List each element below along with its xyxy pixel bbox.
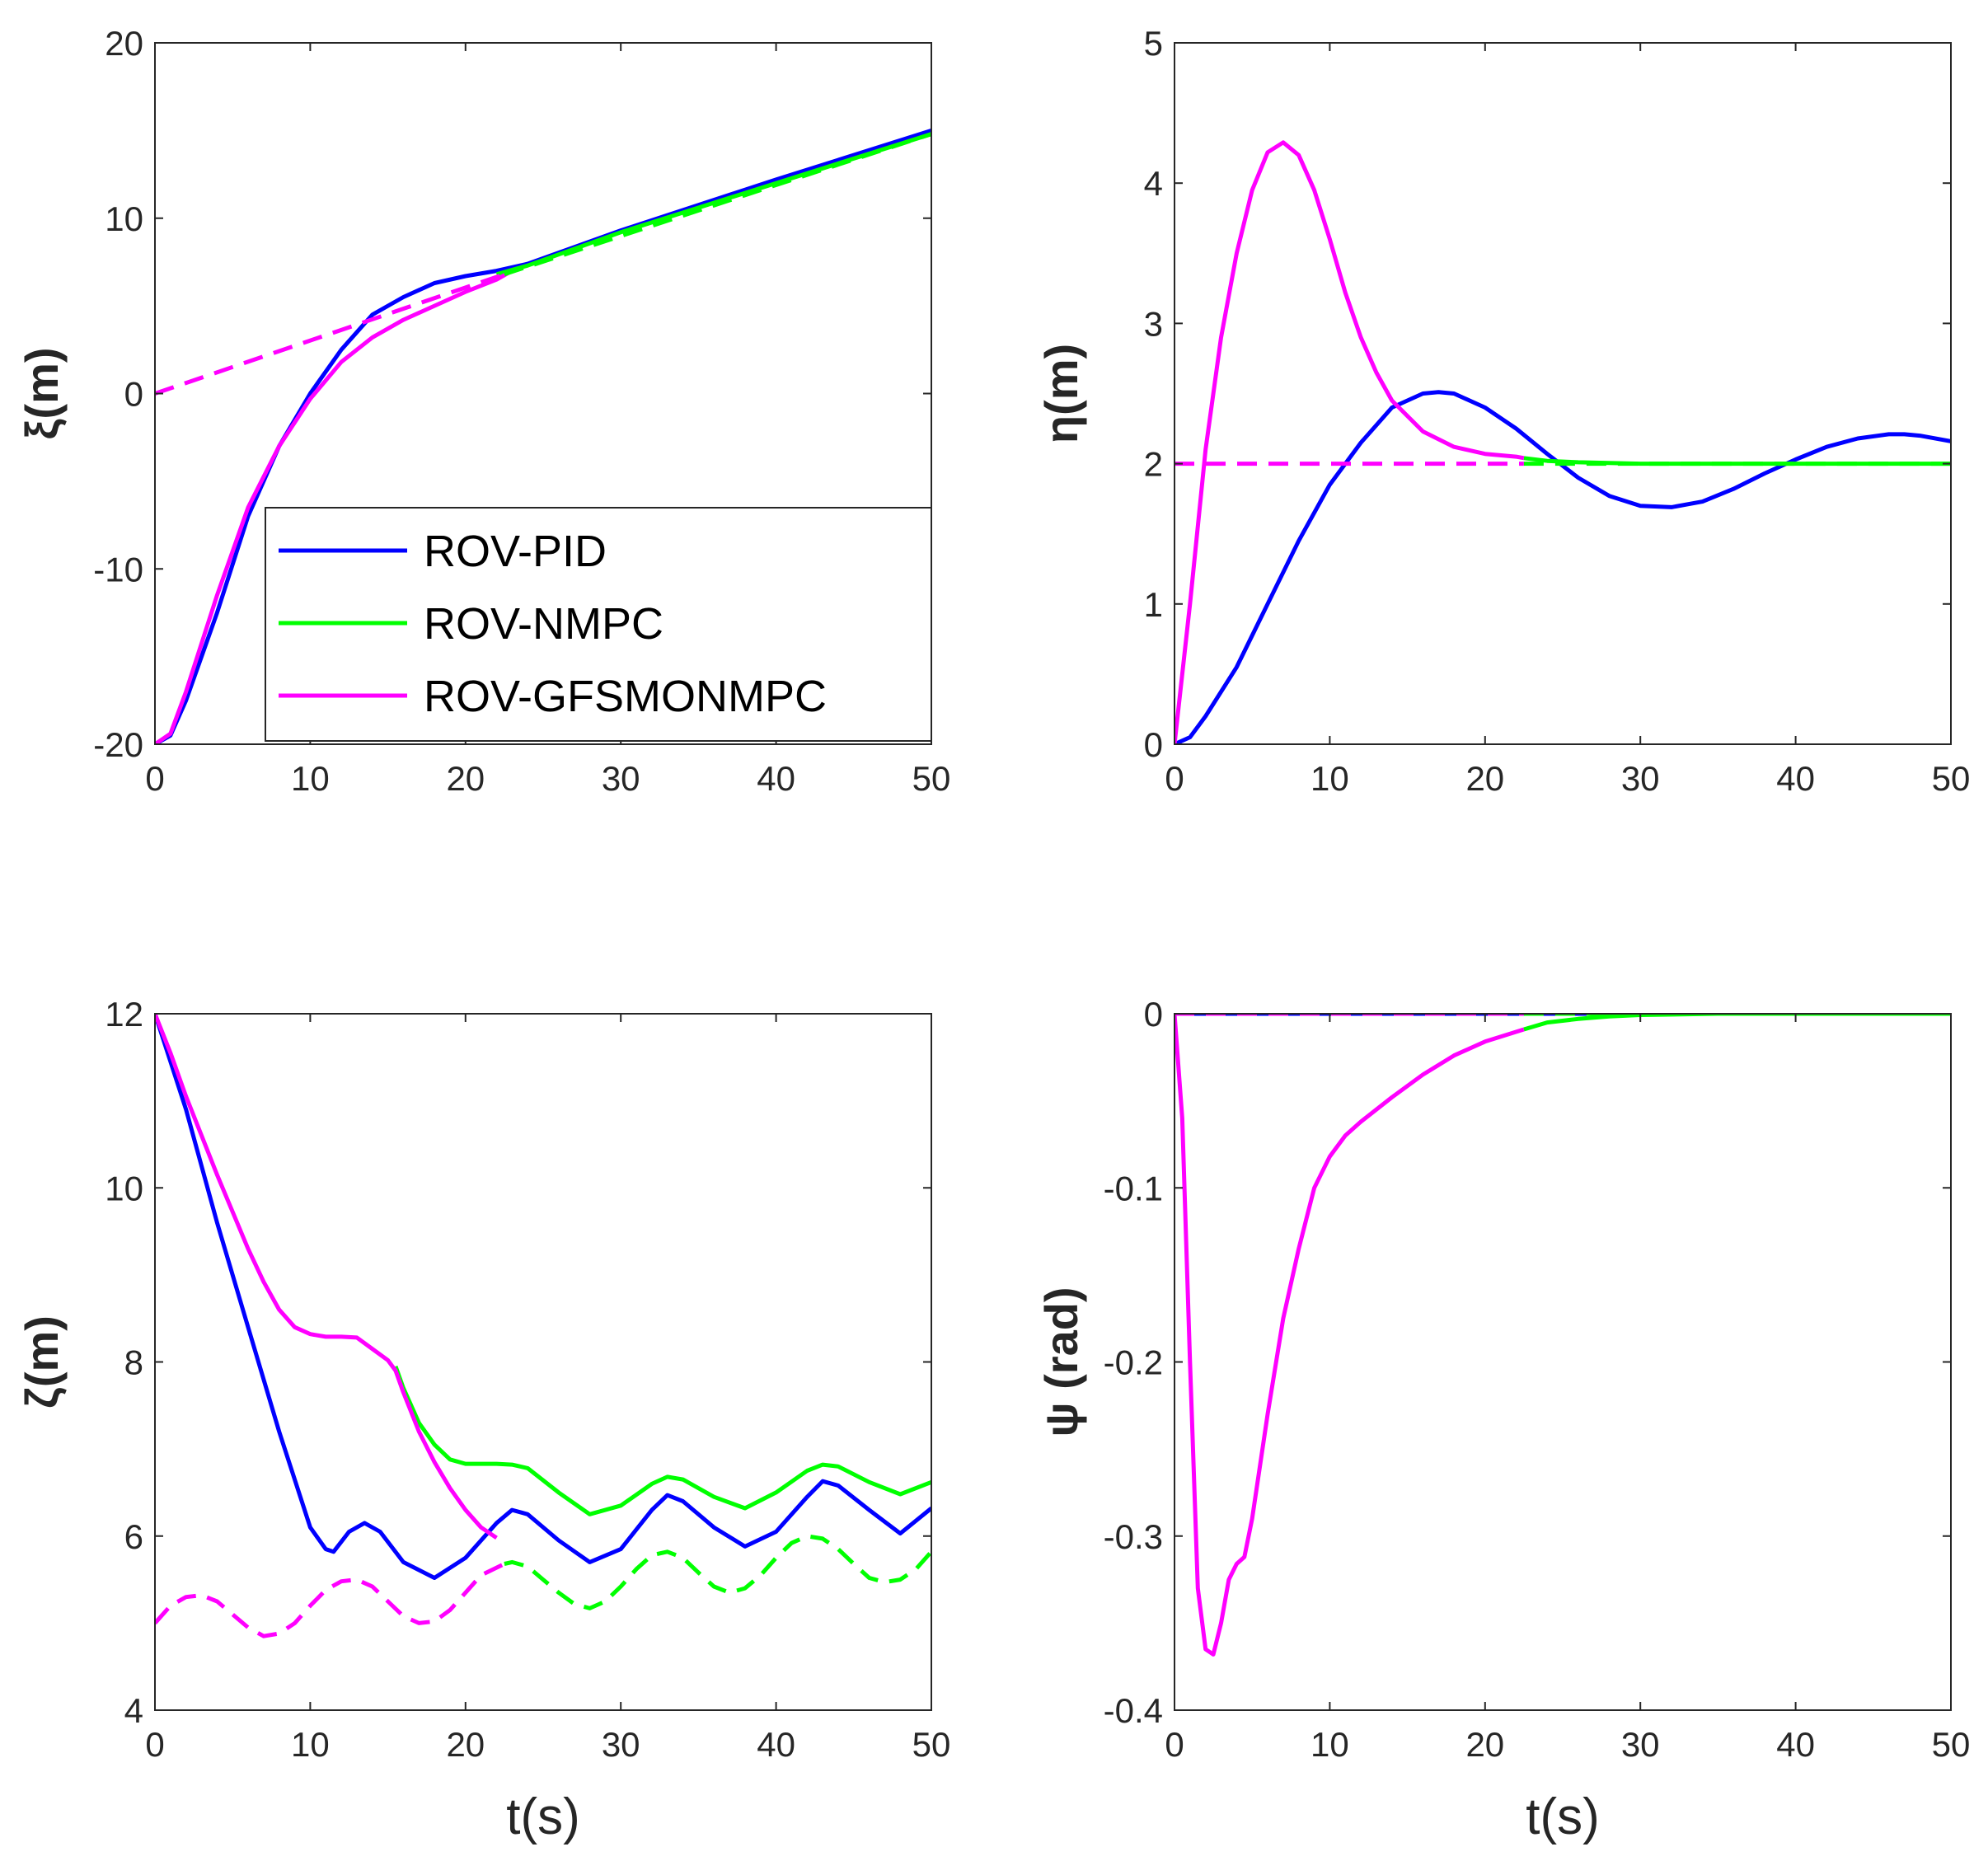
y-tick-label: 2 [1144, 445, 1163, 484]
y-tick-label: 3 [1144, 304, 1163, 343]
y-tick-label: -0.1 [1104, 1169, 1163, 1207]
series-group [155, 1014, 931, 1638]
series-line-rov-nmpc-1 [393, 1365, 931, 1516]
y-tick-label: -0.2 [1104, 1343, 1163, 1382]
x-tick-label: 50 [1932, 759, 1971, 798]
x-tick-label: 30 [602, 1725, 640, 1764]
x-tick-label: 0 [145, 759, 164, 798]
axes-box [1174, 42, 1952, 745]
y-tick-label: 8 [124, 1343, 143, 1382]
y-tick-label: 0 [1144, 995, 1163, 1034]
x-tick-label: 40 [1776, 1725, 1815, 1764]
chart-panel-top-left: 0 10 20 30 40 50 -20 -10 0 10 20 ξ(m) ROV-PID ROV-NMP… [16, 24, 950, 798]
legend-entry-label: ROV-GFSMONMPC [424, 672, 827, 721]
x-tick-label: 0 [145, 1725, 164, 1764]
chart-panel-bottom-right: 0 10 20 30 40 50 -0.4 -0.3 -0.2 -0.1 0 ψ (rad) t(s) [1035, 995, 1970, 1845]
y-tick-label: 6 [124, 1517, 143, 1556]
y-tick-label: 5 [1144, 24, 1163, 63]
x-axis-label: t(s) [506, 1788, 580, 1845]
series-line-rov-gfsmonmpc-2 [155, 270, 510, 744]
x-tick-label: 10 [291, 1725, 330, 1764]
y-tick-label: -0.4 [1104, 1691, 1163, 1730]
y-axis-label: η(m) [1035, 344, 1087, 443]
y-tick-label: -20 [93, 725, 143, 764]
series-group [1175, 140, 1951, 744]
y-axis-label: ζ(m) [16, 1315, 68, 1409]
y-tick-label: 0 [1144, 725, 1163, 764]
x-tick-label: 30 [602, 759, 640, 798]
x-tick-label: 20 [1465, 759, 1504, 798]
y-tick-label: 0 [124, 375, 143, 414]
chart-panel-top-right: 0 10 20 30 40 50 0 1 2 3 4 5 η(m) [1035, 24, 1970, 798]
legend: ROV-PID ROV-NMPC ROV-GFSMONMPC [265, 507, 932, 742]
chart-panel-bottom-left: 0 10 20 30 40 50 4 6 8 10 12 ζ(m) t(s) [16, 995, 950, 1845]
series-line-rov-gfsmonmpc-2 [1175, 140, 1525, 744]
x-tick-label: 50 [912, 759, 951, 798]
series-line-rov-pid-0 [155, 1014, 931, 1580]
x-tick-label: 0 [1165, 759, 1184, 798]
series-line-rov-gfsmonmpc-2 [155, 1014, 498, 1540]
series-group [155, 129, 931, 744]
x-tick-label: 50 [1932, 1725, 1971, 1764]
x-tick-label: 40 [757, 1725, 795, 1764]
x-axis-label: t(s) [1526, 1788, 1600, 1845]
x-tick-label: 20 [1465, 1725, 1504, 1764]
axes-box [154, 1013, 932, 1711]
series-line-rov-gfsmonmpc-2 [1175, 1014, 1525, 1657]
y-tick-label: -0.3 [1104, 1517, 1163, 1556]
x-tick-label: 20 [446, 759, 485, 798]
y-axis-label: ξ(m) [16, 347, 68, 439]
series-line-rov-pid-0 [1175, 390, 1951, 744]
y-tick-label: 12 [105, 995, 143, 1034]
y-tick-label: 20 [105, 24, 143, 63]
x-tick-label: 40 [757, 759, 795, 798]
series-line-rov-nmpc-1 [1523, 1014, 1951, 1032]
x-tick-label: 30 [1621, 1725, 1660, 1764]
y-tick-label: -10 [93, 550, 143, 588]
y-axis-label: ψ (rad) [1035, 1287, 1087, 1437]
y-tick-label: 1 [1144, 585, 1163, 624]
x-tick-label: 10 [291, 759, 330, 798]
y-tick-label: 10 [105, 1169, 143, 1207]
legend-entry-label: ROV-PID [424, 527, 607, 576]
series-line-reference-3 [155, 1562, 505, 1638]
x-tick-label: 40 [1776, 759, 1815, 798]
series-line-reference-4 [504, 132, 931, 277]
x-tick-label: 10 [1310, 1725, 1349, 1764]
x-tick-label: 50 [912, 1725, 951, 1764]
x-tick-label: 30 [1621, 759, 1660, 798]
y-tick-label: 4 [124, 1691, 143, 1730]
x-tick-label: 10 [1310, 759, 1349, 798]
x-tick-label: 20 [446, 1725, 485, 1764]
series-group [1175, 1014, 1951, 1657]
x-tick-label: 0 [1165, 1725, 1184, 1764]
legend-entry-label: ROV-NMPC [424, 599, 663, 649]
y-tick-label: 4 [1144, 164, 1163, 203]
axes-box [1174, 1013, 1952, 1711]
y-tick-label: 10 [105, 199, 143, 238]
series-line-reference-4 [504, 1534, 931, 1610]
